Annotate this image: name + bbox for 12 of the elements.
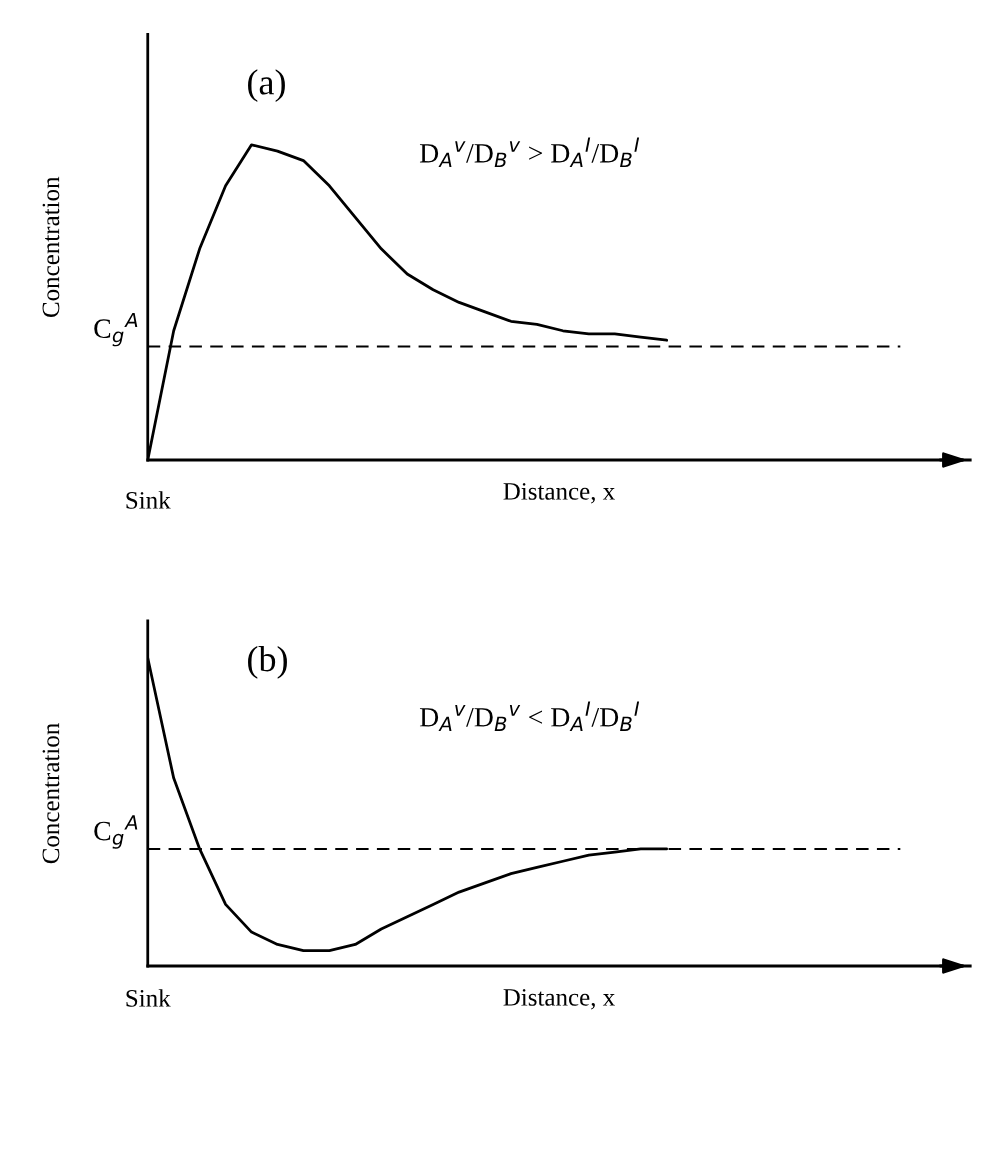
annotation: (b) [248, 646, 287, 679]
text: Sink [126, 989, 171, 1007]
y-axis-title: Concentration [42, 723, 60, 864]
text: Sink [126, 491, 171, 509]
y-axis-title: Concentration [42, 176, 60, 318]
x-axis-title: Distance, x [503, 989, 615, 1010]
ref-line-label: C$_{g}$$^{A}$ [94, 815, 138, 849]
ref-line-label: C$_{g}$$^{A}$ [94, 312, 138, 347]
text: (a) [248, 69, 285, 102]
x-axis-title: Distance, x [503, 483, 615, 504]
text: D$_{A}$$^{v}$/D$_{B}$$^{v}$ < D$_{A}$$^{I}$/D$_{B}$$^{I}$ [419, 701, 640, 731]
text: D$_{A}$$^{v}$/D$_{B}$$^{v}$ > D$_{A}$$^{I}$/D$_{B}$$^{I}$ [419, 137, 640, 167]
